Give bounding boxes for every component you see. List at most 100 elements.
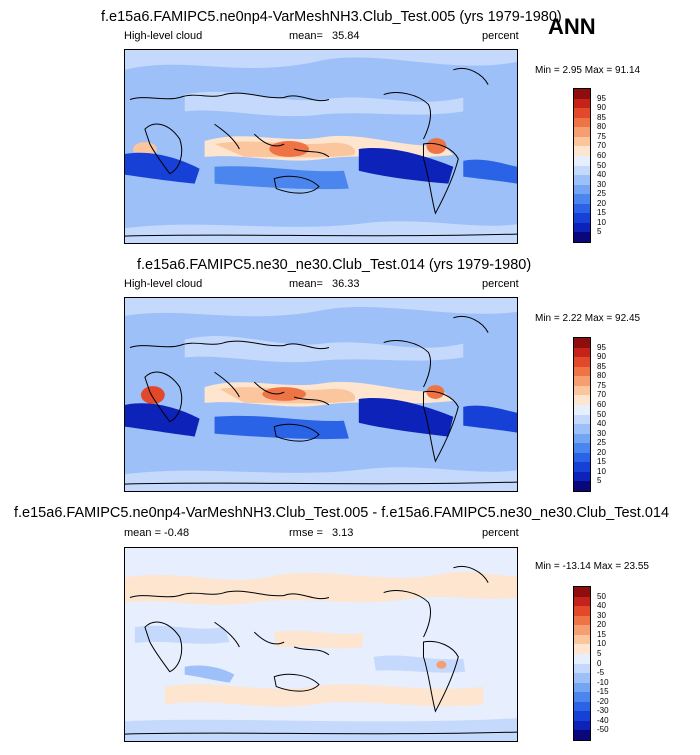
colorbar2-swatch [574,338,590,348]
colorbar3-tick-label: 20 [597,620,606,630]
panel3-coast-antarctica [125,731,517,735]
panel3-map [124,547,518,742]
colorbar3-tick-label: -40 [597,715,609,725]
panel2-coast-greenland [453,316,489,333]
colorbar1-tick-label: 30 [597,179,606,189]
panel2-title: f.e15a6.FAMIPC5.ne30_ne30.Club_Test.014 … [137,257,532,273]
panel2-field-north-light [125,298,517,317]
panel3-field-positive-spot [436,660,447,669]
panel1-coast-eurasia [129,92,330,102]
colorbar3-tick-label: 0 [597,658,602,668]
colorbar2-tick-label: 25 [597,438,606,448]
colorbar3-tick-label: -15 [597,687,609,697]
colorbar1-tick-label: 25 [597,189,606,199]
panel1-title: f.e15a6.FAMIPC5.ne0np4-VarMeshNH3.Club_T… [101,9,562,25]
colorbar1-tick-label: 95 [597,93,606,103]
colorbar3-swatch [574,634,590,645]
colorbar3-swatch [574,625,590,635]
colorbar3-tick-label: 30 [597,610,606,620]
colorbar1-swatch [574,127,590,137]
colorbar2-tick-label: 75 [597,380,606,390]
panel2-coast-north-america [383,340,431,388]
colorbar1-swatch [574,203,590,214]
panel3-coastlines [125,566,517,735]
panel2-units: percent [482,278,519,290]
colorbar1-swatch [574,117,590,128]
colorbar2-swatch [574,357,590,367]
panel1-map [124,49,518,244]
panel2-map-svg [125,298,517,491]
panel3-field-nh-positive [125,571,517,605]
panel3-field-negative-a [134,625,230,644]
panel2-field-sa-atl-dry [463,405,517,433]
panel2-coast-australia [273,423,320,442]
panel3-colorbar [573,586,591,741]
panel1-mean-value: 35.84 [332,30,360,42]
colorbar2-swatch [574,385,590,396]
colorbar2-tick-label: 30 [597,428,606,438]
panel1-minmax: Min = 2.95 Max = 91.14 [535,65,641,76]
panel3-rmse-value: 3.13 [332,527,354,539]
colorbar3-swatch [574,644,590,654]
colorbar2-swatch [574,433,590,444]
colorbar3-swatch [574,606,590,616]
colorbar1-swatch [574,146,590,156]
season-label: ANN [548,14,596,39]
panel3-coast-greenland [453,566,489,583]
colorbar3-tick-label: -20 [597,696,609,706]
panel2-mean-value: 36.33 [332,278,360,290]
panel1-field-south-light [125,221,517,243]
colorbar3-tick-label: 15 [597,629,606,639]
colorbar2-tick-label: 20 [597,447,606,457]
colorbar2-tick-label: 5 [597,476,602,486]
colorbar3-swatch [574,653,590,664]
panel1-coastlines [125,68,517,237]
colorbar1-swatch [574,108,590,118]
panel1-colorbar [573,88,591,243]
colorbar1-swatch [574,184,590,195]
colorbar2-swatch [574,462,590,472]
panel1-map-svg [125,50,517,243]
panel1-coast-north-america [383,92,431,140]
panel2-field-maritime-core [262,387,307,401]
colorbar3-tick-label: 50 [597,591,606,601]
colorbar1-tick-label: 10 [597,217,606,227]
colorbar2-tick-label: 40 [597,419,606,429]
panel1-field-sa-atl-dry [463,159,517,184]
panel1-coast-asia-islands [214,123,330,158]
colorbar2-swatch [574,376,590,386]
colorbar1-swatch [574,222,590,233]
colorbar3-tick-label: 40 [597,601,606,611]
colorbar1-swatch [574,89,590,99]
colorbar2-tick-label: 80 [597,371,606,381]
colorbar2-swatch [574,347,590,358]
colorbar1-swatch [574,98,590,109]
colorbar1-swatch [574,136,590,147]
panel3-minmax: Min = -13.14 Max = 23.55 [535,561,649,572]
panel1-field-sa-dry [125,152,200,184]
colorbar1-tick-label: 50 [597,160,606,170]
panel3-coast-asia-islands [214,621,330,656]
panel1-field-maritime-core [269,141,310,157]
colorbar3-swatch [574,720,590,731]
colorbar3-tick-label: -50 [597,725,609,735]
panel2-field-io-dry [214,415,349,440]
colorbar3-swatch [574,596,590,607]
colorbar1-swatch [574,213,590,223]
panel3-coast-south-america [422,640,459,713]
colorbar1-tick-label: 15 [597,208,606,218]
colorbar2-tick-label: 15 [597,457,606,467]
colorbar1-swatch [574,194,590,204]
panel3-coast-north-america [383,590,431,638]
colorbar2-swatch [574,366,590,377]
panel2-field-africa-core [140,386,165,404]
colorbar2-tick-label: 90 [597,352,606,362]
colorbar1-swatch [574,232,590,242]
colorbar3-tick-label: -30 [597,706,609,716]
panel3-rmse-label: rmse = [289,527,323,539]
colorbar3-tick-label: -10 [597,677,609,687]
colorbar3-swatch [574,615,590,626]
panel2-colorbar [573,337,591,492]
colorbar1-tick-label: 85 [597,112,606,122]
panel1-coast-australia [273,175,320,194]
